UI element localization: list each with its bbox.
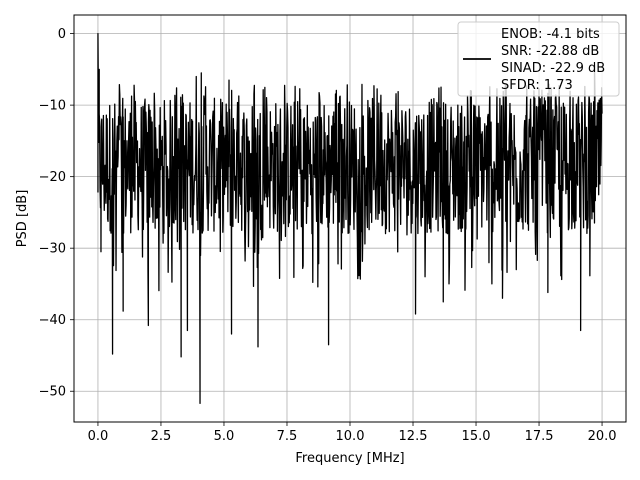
x-tick-label: 10.0 <box>336 429 365 444</box>
y-tick-label: 0 <box>58 27 66 42</box>
y-axis-label: PSD [dB] <box>15 190 30 248</box>
x-tick-label: 15.0 <box>462 429 491 444</box>
x-axis: 0.0 2.5 5.0 7.5 10.0 12.5 15.0 17.5 20.0 <box>88 422 617 444</box>
y-tick-label: −30 <box>39 242 66 257</box>
x-tick-label: 0.0 <box>88 429 109 444</box>
y-tick-label: −10 <box>39 99 66 114</box>
x-axis-label: Frequency [MHz] <box>295 451 404 466</box>
x-tick-label: 2.5 <box>151 429 172 444</box>
series-layer <box>97 32 603 405</box>
legend-snr: SNR: -22.88 dB <box>501 44 599 59</box>
x-tick-label: 7.5 <box>277 429 298 444</box>
x-tick-label: 5.0 <box>214 429 235 444</box>
x-tick-label: 20.0 <box>588 429 617 444</box>
legend-enob: ENOB: -4.1 bits <box>501 27 600 42</box>
x-tick-label: 17.5 <box>525 429 554 444</box>
legend-sfdr: SFDR: 1.73 <box>501 78 573 93</box>
legend-box <box>457 21 620 97</box>
legend: ENOB: -4.1 bits SNR: -22.88 dB SINAD: -2… <box>457 21 620 97</box>
y-axis: 0 −10 −20 −30 −40 −50 <box>39 27 74 400</box>
y-tick-label: −40 <box>39 313 66 328</box>
x-tick-label: 12.5 <box>399 429 428 444</box>
y-tick-label: −20 <box>39 170 66 185</box>
legend-sinad: SINAD: -22.9 dB <box>501 61 605 76</box>
y-tick-label: −50 <box>39 385 66 400</box>
psd-series-line <box>97 32 603 405</box>
